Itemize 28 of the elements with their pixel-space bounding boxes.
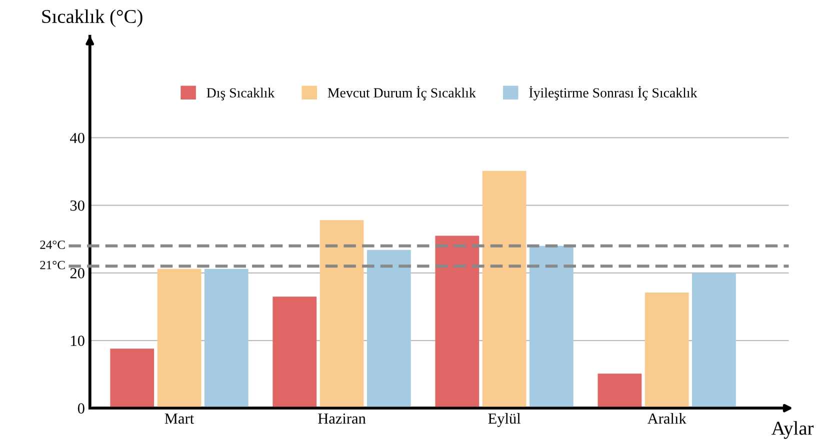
bar [644,292,689,408]
x-tick-label: Eylül [488,412,521,427]
bar [530,246,574,408]
legend-label: İyileştirme Sonrası İç Sıcaklık [529,86,698,100]
bar [366,250,411,408]
x-axis-title: Aylar [771,421,814,439]
y-tick-label: 20 [70,268,84,278]
bar [157,268,202,408]
bar [204,268,248,408]
legend-label: Mevcut Durum İç Sıcaklık [328,86,476,100]
bar [692,272,736,408]
x-tick-label: Mart [164,414,194,424]
y-tick-label: 40 [70,132,84,144]
y-tick-label: 30 [70,200,84,211]
ref-line-label: 21°C [40,260,65,270]
bar [272,296,317,408]
bar [110,348,154,408]
y-axis-title: Sıcaklık (°C) [42,9,142,27]
bar [435,236,480,408]
y-tick-label: 0 [78,403,84,414]
bar [482,170,526,408]
bar [598,374,642,408]
x-tick-label: Haziran [318,413,366,424]
ref-line-label: 24°C [40,240,65,249]
y-tick-label: 10 [71,336,84,346]
legend-label: Dış Sıcaklık [206,88,275,100]
x-tick-label: Aralık [647,412,686,424]
bar [320,220,364,408]
